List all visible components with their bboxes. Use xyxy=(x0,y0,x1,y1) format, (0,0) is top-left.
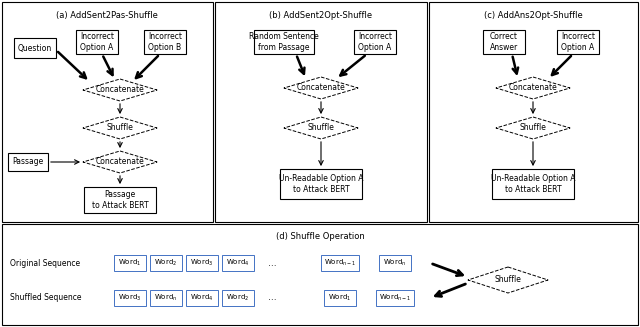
Text: Passage
to Attack BERT: Passage to Attack BERT xyxy=(92,190,148,210)
Text: Passage: Passage xyxy=(12,158,44,166)
Bar xyxy=(150,290,182,306)
Bar xyxy=(354,30,396,54)
Bar xyxy=(186,290,218,306)
Text: Incorrect
Option A: Incorrect Option A xyxy=(561,32,595,52)
Text: Shuffle: Shuffle xyxy=(107,124,133,132)
Text: ...: ... xyxy=(268,259,276,267)
Bar xyxy=(215,2,427,222)
Polygon shape xyxy=(284,117,358,139)
Polygon shape xyxy=(468,267,548,293)
Bar xyxy=(222,255,254,271)
Bar xyxy=(2,224,638,325)
Text: Word$_3$: Word$_3$ xyxy=(190,258,214,268)
Polygon shape xyxy=(83,79,157,101)
Bar xyxy=(492,169,574,199)
Text: Original Sequence: Original Sequence xyxy=(10,259,80,267)
Polygon shape xyxy=(284,77,358,99)
Bar xyxy=(8,153,48,171)
Bar xyxy=(376,290,414,306)
Text: Shuffle: Shuffle xyxy=(520,124,547,132)
Text: Concatenate: Concatenate xyxy=(509,83,557,93)
Text: Un-Readable Option A
to Attack BERT: Un-Readable Option A to Attack BERT xyxy=(491,174,575,194)
Text: Question: Question xyxy=(18,43,52,53)
Text: Word$_4$: Word$_4$ xyxy=(190,293,214,303)
Text: Incorrect
Option A: Incorrect Option A xyxy=(80,32,114,52)
Bar xyxy=(14,38,56,58)
Polygon shape xyxy=(83,151,157,173)
Bar xyxy=(84,187,156,213)
Text: Shuffle: Shuffle xyxy=(495,276,522,284)
Text: Word$_2$: Word$_2$ xyxy=(154,258,178,268)
Text: Un-Readable Option A
to Attack BERT: Un-Readable Option A to Attack BERT xyxy=(279,174,364,194)
Text: Shuffled Sequence: Shuffled Sequence xyxy=(10,294,81,302)
Text: Word$_1$: Word$_1$ xyxy=(118,258,141,268)
Text: Concatenate: Concatenate xyxy=(95,85,145,95)
Bar xyxy=(557,30,599,54)
Text: Word$_4$: Word$_4$ xyxy=(227,258,250,268)
Text: (d) Shuffle Operation: (d) Shuffle Operation xyxy=(276,232,364,241)
Bar xyxy=(280,169,362,199)
Bar xyxy=(76,30,118,54)
Polygon shape xyxy=(83,117,157,139)
Text: Word$_{n-1}$: Word$_{n-1}$ xyxy=(379,293,411,303)
Text: Concatenate: Concatenate xyxy=(95,158,145,166)
Bar xyxy=(144,30,186,54)
Bar xyxy=(150,255,182,271)
Text: Incorrect
Option B: Incorrect Option B xyxy=(148,32,182,52)
Text: Word$_n$: Word$_n$ xyxy=(154,293,178,303)
Bar xyxy=(321,255,359,271)
Text: (b) AddSent2Opt-Shuffle: (b) AddSent2Opt-Shuffle xyxy=(269,11,372,20)
Text: Random Sentence
from Passage: Random Sentence from Passage xyxy=(249,32,319,52)
Bar xyxy=(324,290,356,306)
Text: Correct
Answer: Correct Answer xyxy=(490,32,518,52)
Bar xyxy=(254,30,314,54)
Bar xyxy=(186,255,218,271)
Text: ...: ... xyxy=(268,294,276,302)
Bar xyxy=(114,290,146,306)
Text: Concatenate: Concatenate xyxy=(296,83,346,93)
Bar xyxy=(379,255,411,271)
Text: (a) AddSent2Pas-Shuffle: (a) AddSent2Pas-Shuffle xyxy=(56,11,158,20)
Text: Word$_2$: Word$_2$ xyxy=(227,293,250,303)
Polygon shape xyxy=(496,77,570,99)
Text: (c) AddAns2Opt-Shuffle: (c) AddAns2Opt-Shuffle xyxy=(484,11,582,20)
Bar xyxy=(114,255,146,271)
Text: Word$_3$: Word$_3$ xyxy=(118,293,141,303)
Text: Incorrect
Option A: Incorrect Option A xyxy=(358,32,392,52)
Text: Word$_n$: Word$_n$ xyxy=(383,258,406,268)
Text: Word$_1$: Word$_1$ xyxy=(328,293,351,303)
Text: Shuffle: Shuffle xyxy=(308,124,335,132)
Text: Word$_{n-1}$: Word$_{n-1}$ xyxy=(324,258,356,268)
Bar xyxy=(2,2,213,222)
Polygon shape xyxy=(496,117,570,139)
Bar xyxy=(483,30,525,54)
Bar xyxy=(429,2,638,222)
Bar xyxy=(222,290,254,306)
